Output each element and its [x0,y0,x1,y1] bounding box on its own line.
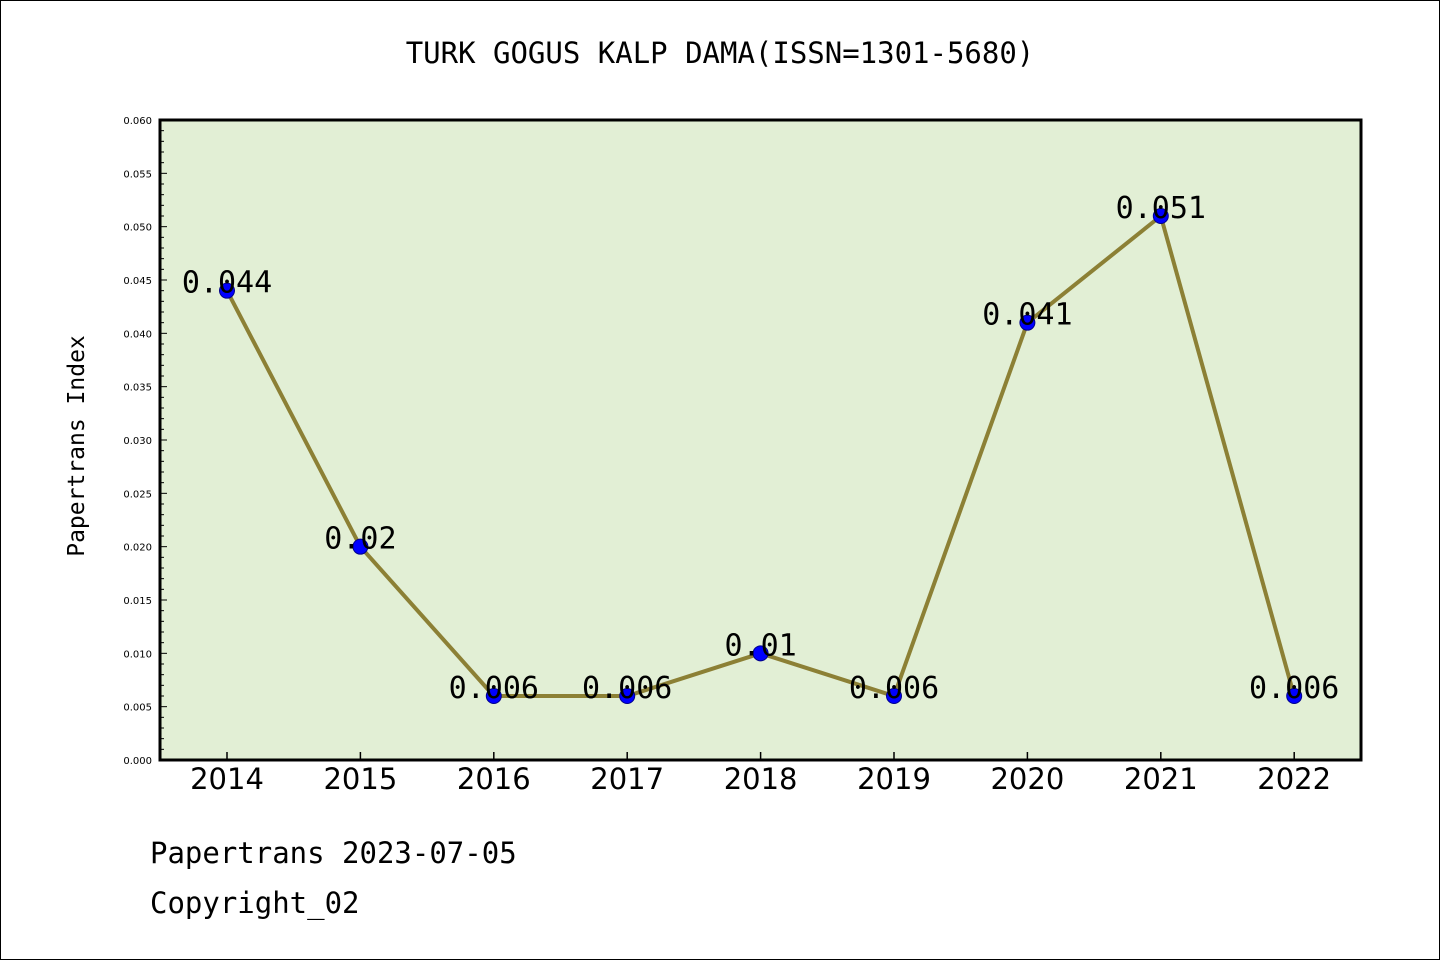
y-tick-label: 0.060 [123,116,152,127]
x-tick-label: 2022 [1257,762,1331,796]
data-label: 0.02 [324,522,396,557]
data-label: 0.01 [724,628,796,663]
footer-date: Papertrans 2023-07-05 [150,836,517,870]
data-point [752,645,769,662]
data-point [886,688,902,704]
data-point [1152,208,1169,224]
y-tick-label: 0.020 [123,543,152,554]
x-axis-ticks: 2014 2015 2016 2017 2018 2019 2020 2021 2022 [190,752,1331,796]
y-tick-label: 0.025 [123,489,152,500]
y-axis-ticks: 0.000 0.005 0.010 0.015 0.020 0.025 0.030 0.035… [123,116,152,767]
y-tick-label: 0.030 [123,436,152,447]
y-axis-label: Papertrans Index [64,335,90,557]
x-tick-label: 2017 [590,762,664,796]
y-tick-label: 0.040 [123,329,152,340]
y-tick-label: 0.000 [123,756,152,767]
data-label: 0.041 [982,298,1072,333]
data-label: 0.051 [1116,191,1206,226]
data-point [485,688,502,704]
data-point [619,688,636,704]
x-tick-label: 2018 [724,762,798,796]
x-tick-label: 2020 [990,762,1064,796]
data-point [352,538,369,555]
data-label: 0.006 [449,671,539,706]
data-label: 0.006 [849,671,939,706]
x-tick-label: 2015 [323,762,397,796]
data-point [1286,688,1303,704]
y-tick-label: 0.015 [123,596,152,607]
data-label: 0.006 [582,671,672,706]
data-point [219,282,235,299]
plot-border [158,118,1363,762]
chart-title: TURK GOGUS KALP DAMA(ISSN=1301-5680) [405,36,1035,70]
data-point [1019,314,1036,331]
y-tick-label: 0.050 [123,223,152,234]
y-tick-label: 0.045 [123,276,152,287]
x-tick-label: 2016 [457,762,531,796]
x-tick-label: 2019 [857,762,931,796]
y-tick-label: 0.005 [123,703,152,714]
x-tick-label: 2014 [190,762,264,796]
data-label: 0.006 [1249,671,1339,706]
data-markers [219,208,1303,704]
data-labels: 0.044 0.02 0.006 0.006 0.01 0.006 0.041 0.051 0.… [182,191,1340,706]
y-tick-label: 0.055 [123,169,152,180]
y-tick-label: 0.010 [123,649,152,660]
data-label: 0.044 [182,266,272,301]
footer-copyright: Copyright_02 [150,886,360,920]
x-tick-label: 2021 [1124,762,1198,796]
y-tick-label: 0.035 [123,383,152,394]
